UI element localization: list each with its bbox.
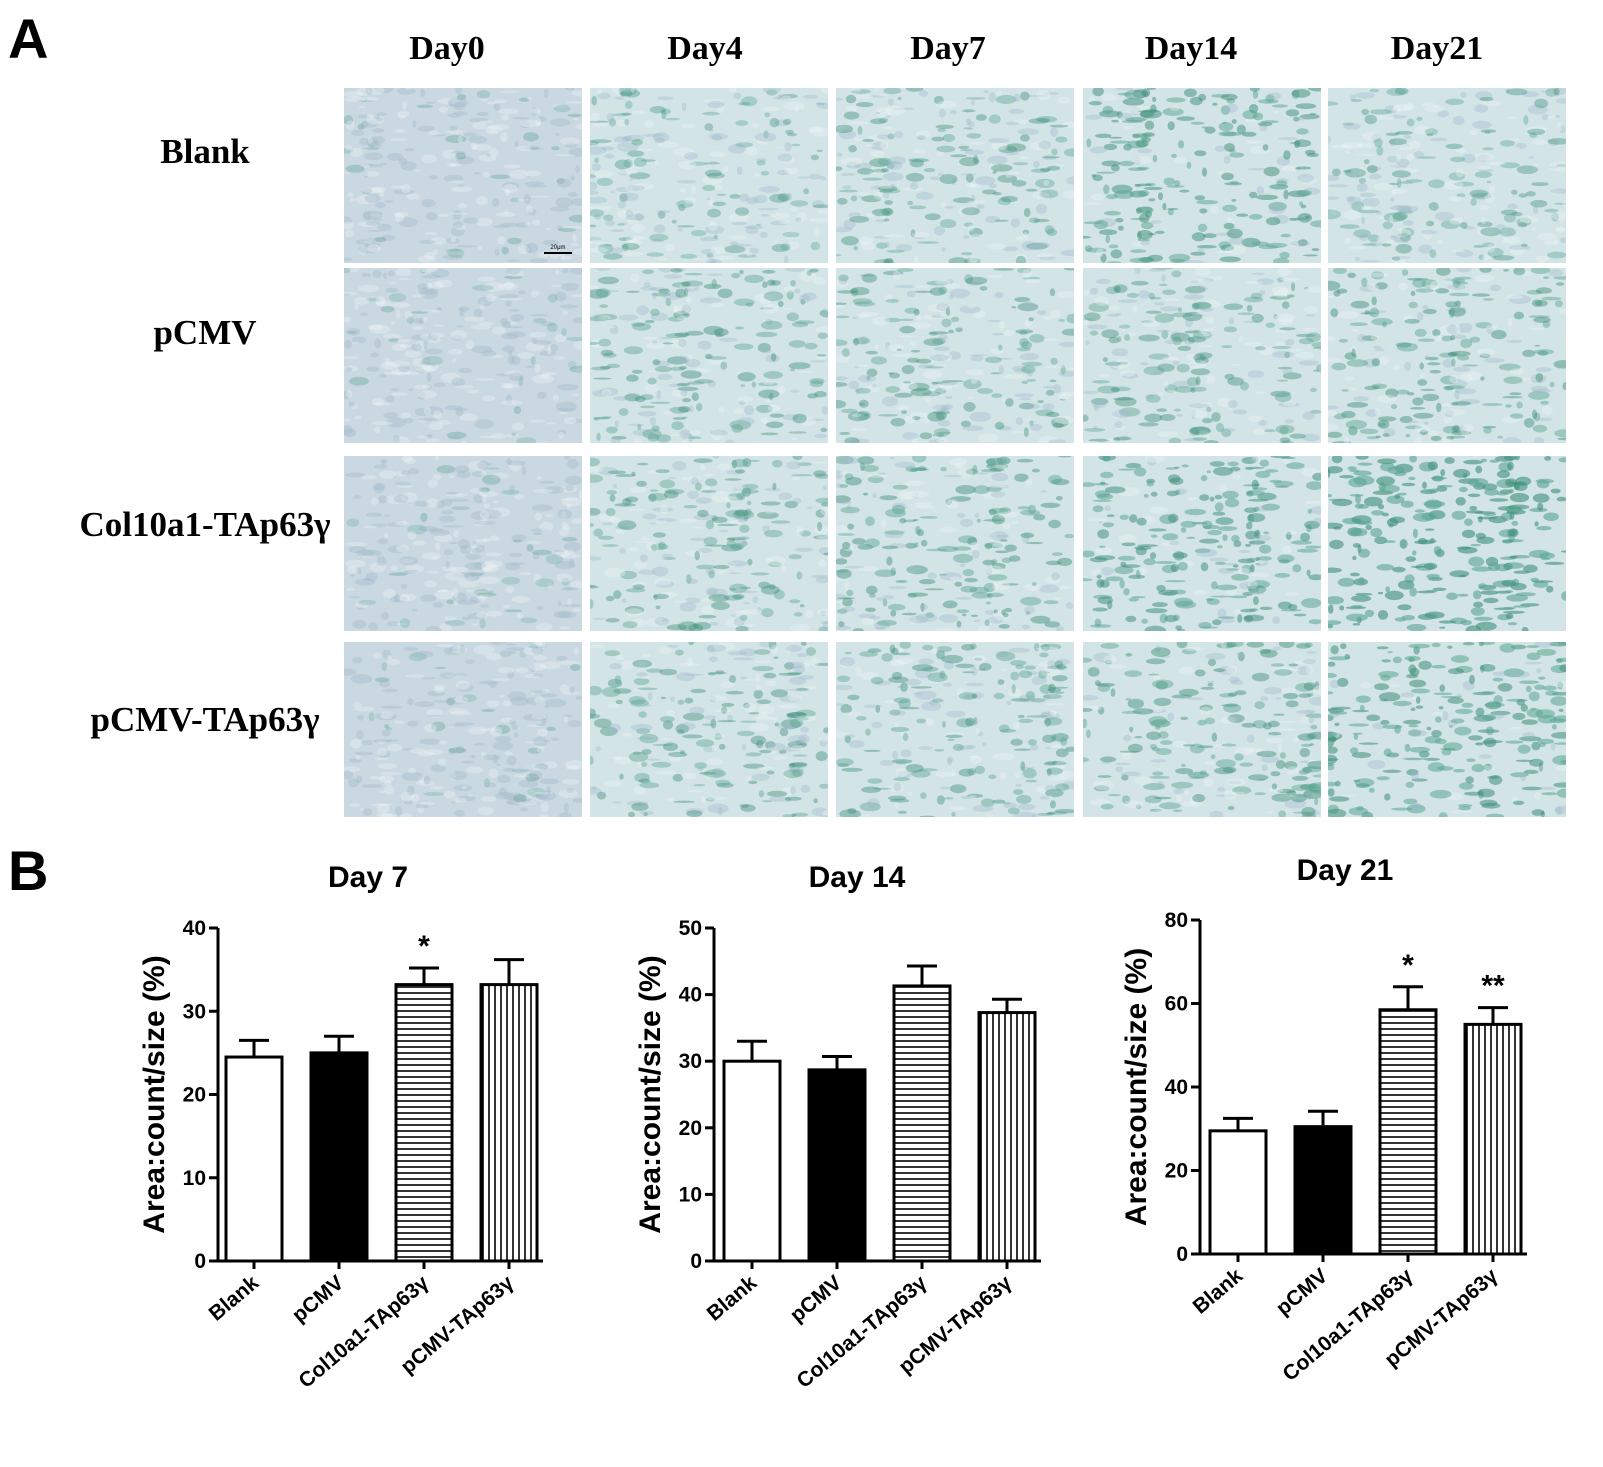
micrograph-pcmv-day0 <box>344 268 582 443</box>
row-header-pcmv: pCMV <box>153 313 257 352</box>
micrograph-col10a1-tap63--day14 <box>1083 456 1321 631</box>
panel-b-letter: B <box>8 839 49 902</box>
micrograph-pcmv-day7 <box>836 268 1074 443</box>
y-tick-label: 20 <box>679 1117 702 1140</box>
micrograph-col10a1-tap63--day0 <box>344 456 582 631</box>
y-tick-label: 0 <box>1176 1243 1188 1266</box>
micrograph-pcmv-day4 <box>590 268 828 443</box>
micrograph-blank-day0: 20μm <box>344 88 582 263</box>
micrograph-pcmv-day14 <box>1083 268 1321 443</box>
micrograph-pcmv-tap63--day4 <box>590 642 828 817</box>
bar-pcmv <box>1293 1125 1353 1256</box>
column-header-day7: Day7 <box>910 30 986 67</box>
y-tick-label: 40 <box>183 917 206 940</box>
y-tick-label: 30 <box>679 1050 702 1073</box>
y-axis-label: Area:count/size (%) <box>1120 948 1153 1226</box>
bar-blank <box>722 1059 782 1263</box>
y-tick-label: 30 <box>183 1000 206 1023</box>
row-header-col10a1-tap63g: Col10a1-TAp63γ <box>79 505 331 544</box>
panel-a-letter: A <box>8 7 49 70</box>
y-tick-label: 10 <box>183 1167 206 1190</box>
chart-day-14: Day 14 Area:count/size (%) 0 10 20 30 40 50 Blan… <box>634 861 1041 1393</box>
micrograph-blank-day21 <box>1328 88 1566 263</box>
bar-pcmv <box>309 1051 369 1263</box>
micrograph-col10a1-tap63--day21 <box>1328 456 1566 631</box>
y-tick-label: 40 <box>1165 1076 1188 1099</box>
bar-pcmv-tap63- <box>479 983 539 1263</box>
bar-blank <box>1208 1129 1268 1256</box>
column-header-day4: Day4 <box>667 30 743 67</box>
y-tick-label: 20 <box>183 1084 206 1107</box>
y-tick-label: 20 <box>1165 1160 1188 1183</box>
y-tick-label: 10 <box>679 1183 702 1206</box>
row-header-pcmv-tap63g: pCMV-TAp63γ <box>90 700 320 739</box>
micrograph-pcmv-day21 <box>1328 268 1566 443</box>
bar-col10a1-tap63- <box>1378 1008 1438 1256</box>
category-label: pCMV <box>1272 1264 1332 1320</box>
chart-title: Day 7 <box>328 861 408 894</box>
significance-marker: * <box>1402 949 1414 982</box>
category-label: Blank <box>1189 1264 1248 1319</box>
category-label: Blank <box>703 1271 762 1326</box>
y-tick-label: 0 <box>690 1250 702 1273</box>
y-axis-label: Area:count/size (%) <box>138 955 171 1233</box>
y-tick-label: 40 <box>679 984 702 1007</box>
row-header-blank: Blank <box>160 132 250 171</box>
micrograph-blank-day4 <box>590 88 828 263</box>
chart-day-21: Day 21 Area:count/size (%) 0 20 40 60 80 Blank p… <box>1120 854 1527 1386</box>
bar-pcmv-tap63- <box>1463 1022 1523 1256</box>
scale-bar-label: 20μm <box>550 245 565 251</box>
micrograph-pcmv-tap63--day0 <box>344 642 582 817</box>
bar-col10a1-tap63- <box>394 983 454 1263</box>
y-tick-label: 80 <box>1165 909 1188 932</box>
micrograph-blank-day14 <box>1083 88 1321 263</box>
micrograph-col10a1-tap63--day4 <box>590 456 828 631</box>
column-header-day21: Day21 <box>1390 30 1484 67</box>
bar-col10a1-tap63- <box>892 984 952 1263</box>
bar-pcmv <box>807 1068 867 1263</box>
column-header-day0: Day0 <box>409 30 485 67</box>
chart-title: Day 21 <box>1297 854 1394 887</box>
micrograph-blank-day7 <box>836 88 1074 263</box>
significance-marker: ** <box>1481 970 1505 1003</box>
chart-title: Day 14 <box>809 861 906 894</box>
y-tick-label: 60 <box>1165 993 1188 1016</box>
y-tick-label: 0 <box>194 1250 206 1273</box>
scale-bar <box>544 252 572 254</box>
micrograph-pcmv-tap63--day21 <box>1328 642 1566 817</box>
chart-day-7: Day 7 Area:count/size (%) 0 10 20 30 40 Blank pC… <box>138 861 543 1393</box>
bar-pcmv-tap63- <box>977 1011 1037 1263</box>
micrograph-pcmv-tap63--day14 <box>1083 642 1321 817</box>
micrograph-col10a1-tap63--day7 <box>836 456 1074 631</box>
column-header-day14: Day14 <box>1144 30 1238 67</box>
y-tick-label: 50 <box>679 917 702 940</box>
y-axis-label: Area:count/size (%) <box>634 955 667 1233</box>
category-label: pCMV <box>288 1271 348 1327</box>
micrograph-pcmv-tap63--day7 <box>836 642 1074 817</box>
category-label: Blank <box>205 1271 264 1326</box>
category-label: pCMV <box>786 1271 846 1327</box>
bar-blank <box>224 1055 284 1263</box>
significance-marker: * <box>418 930 430 963</box>
